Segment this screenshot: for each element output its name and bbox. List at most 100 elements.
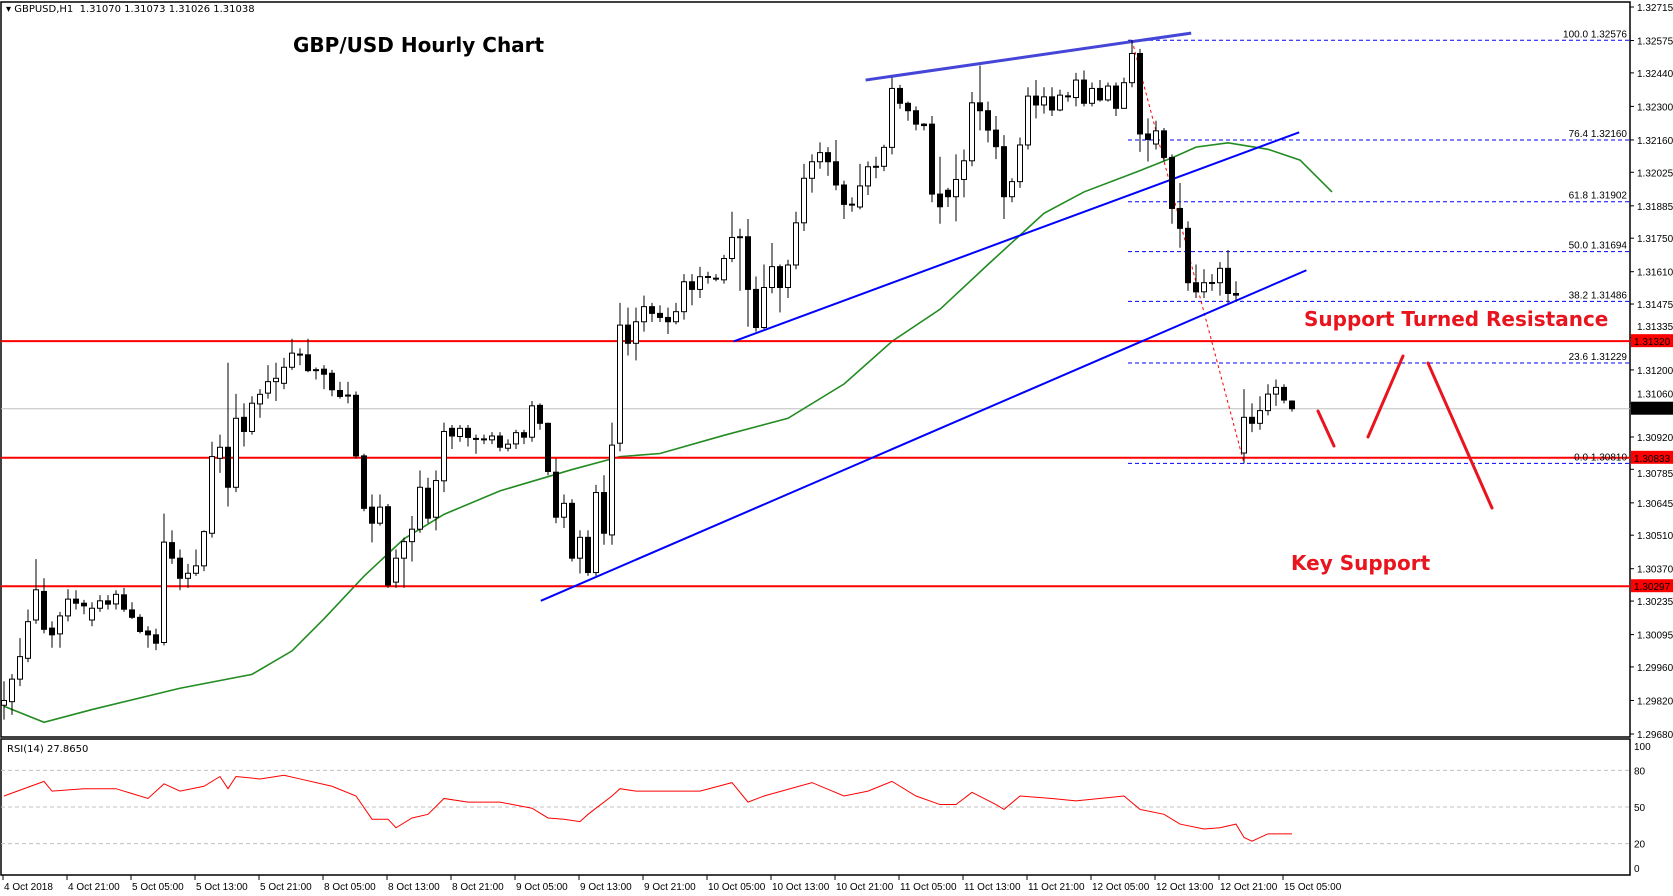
- bearish-candle-body: [569, 502, 575, 559]
- bullish-candle-body: [233, 417, 239, 488]
- bearish-candle-body: [49, 627, 55, 636]
- bearish-candle-body: [337, 390, 343, 397]
- candle: [1129, 40, 1135, 88]
- bearish-candle-body: [73, 598, 79, 604]
- candle: [489, 432, 495, 445]
- price-tick-label: 1.30370: [1637, 565, 1673, 576]
- time-tick-label: 15 Oct 05:00: [1284, 882, 1342, 893]
- candle: [785, 259, 791, 299]
- bullish-candle-body: [1241, 416, 1247, 454]
- time-tick-label: 4 Oct 2018: [4, 882, 53, 893]
- candle: [89, 602, 95, 627]
- candle: [969, 92, 975, 167]
- candle: [649, 302, 655, 322]
- bearish-candle-body: [385, 506, 391, 586]
- bullish-candle-body: [1217, 267, 1223, 284]
- candle: [977, 65, 983, 131]
- bullish-candle-body: [1265, 393, 1271, 412]
- candle: [449, 424, 455, 449]
- bullish-candle-body: [1009, 181, 1015, 198]
- candle: [553, 458, 559, 524]
- price-tick-label: 1.32025: [1637, 168, 1673, 179]
- candle: [937, 156, 943, 224]
- candle: [33, 559, 39, 624]
- candle: [1049, 87, 1055, 116]
- bearish-candle-body: [1281, 386, 1287, 401]
- bearish-candle-body: [841, 184, 847, 205]
- candle: [473, 434, 479, 454]
- bearish-candle-body: [321, 368, 327, 375]
- candle: [393, 549, 399, 588]
- candle: [609, 422, 615, 545]
- time-tick-label: 4 Oct 21:00: [68, 882, 120, 893]
- bullish-candle-body: [849, 203, 855, 206]
- bearish-candle-body: [921, 123, 927, 127]
- bullish-candle-body: [737, 236, 743, 239]
- rsi-tick-label: 80: [1634, 766, 1646, 777]
- candle: [9, 674, 15, 715]
- candle: [481, 434, 487, 445]
- candle: [953, 154, 959, 222]
- bullish-candle-body: [729, 236, 735, 260]
- collapse-triangle-icon[interactable]: ▾: [6, 4, 15, 15]
- bullish-candle-body: [33, 589, 39, 621]
- price-tick-label: 1.31610: [1637, 268, 1673, 279]
- bullish-candle-body: [265, 381, 271, 394]
- bearish-candle-body: [1193, 282, 1199, 293]
- bearish-candle-body: [1081, 79, 1087, 104]
- bullish-candle-body: [673, 311, 679, 323]
- bullish-candle-body: [25, 621, 31, 659]
- candle: [1065, 92, 1071, 102]
- candle: [585, 530, 591, 576]
- bullish-candle-body: [161, 541, 167, 643]
- level-price-label: 1.30833: [1634, 454, 1671, 465]
- candle: [705, 271, 711, 284]
- bullish-candle-body: [633, 321, 639, 344]
- bullish-candle-body: [697, 276, 703, 290]
- candle: [1073, 72, 1079, 107]
- bearish-candle-body: [985, 110, 991, 131]
- candle: [201, 530, 207, 572]
- candle: [401, 537, 407, 588]
- bullish-candle-body: [1065, 95, 1071, 98]
- bullish-candle-body: [257, 393, 263, 405]
- candle: [793, 211, 799, 270]
- candle: [817, 142, 823, 169]
- bearish-candle-body: [929, 123, 935, 195]
- candle: [97, 595, 103, 612]
- bullish-candle-body: [489, 435, 495, 441]
- level-price-tag: [1631, 579, 1673, 593]
- price-tick-label: 1.31750: [1637, 234, 1673, 245]
- candle: [961, 149, 967, 198]
- candle: [1241, 389, 1247, 464]
- candle: [209, 441, 215, 538]
- candle: [825, 147, 831, 176]
- bearish-candle-body: [625, 324, 631, 344]
- bullish-candle-body: [417, 486, 423, 530]
- candle: [593, 484, 599, 576]
- bearish-candle-body: [81, 602, 87, 607]
- bullish-candle-body: [1257, 410, 1263, 424]
- candle: [233, 393, 239, 493]
- bullish-candle-body: [17, 656, 23, 680]
- bullish-candle-body: [769, 266, 775, 288]
- candle: [521, 429, 527, 445]
- main-panel-border: [0, 1, 1631, 738]
- bearish-candle-body: [329, 372, 335, 391]
- candle: [681, 274, 687, 320]
- bearish-candle-body: [1145, 133, 1151, 140]
- candle: [297, 348, 303, 366]
- candle: [897, 84, 903, 109]
- bearish-candle-body: [1169, 156, 1175, 209]
- bearish-candle-body: [1113, 85, 1119, 109]
- projection-arrow-segment: [1426, 361, 1494, 510]
- candle: [441, 422, 447, 493]
- candle: [465, 424, 471, 447]
- bearish-candle-body: [497, 435, 503, 448]
- time-tick-label: 9 Oct 05:00: [516, 882, 568, 893]
- bearish-candle-body: [601, 492, 607, 534]
- candle: [617, 302, 623, 452]
- bearish-candle-body: [1137, 52, 1143, 135]
- candle: [1281, 384, 1287, 404]
